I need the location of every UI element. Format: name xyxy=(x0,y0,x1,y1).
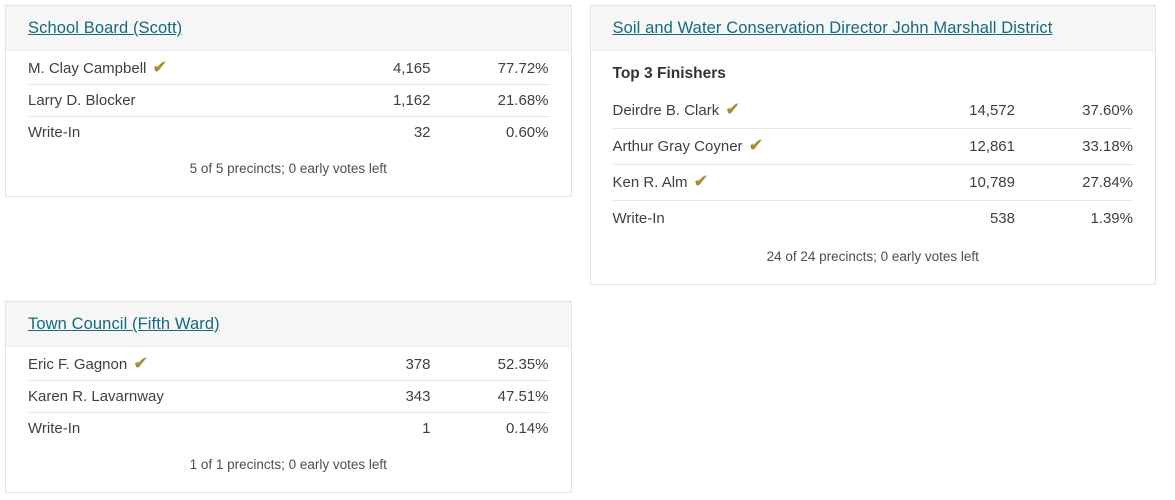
vote-count: 1 xyxy=(422,420,431,437)
candidate-name-cell: Ken R. Alm ✔ xyxy=(612,172,896,191)
candidate-name: Deirdre B. Clark xyxy=(612,102,720,119)
vote-count: 10,789 xyxy=(969,174,1015,191)
vote-count: 378 xyxy=(405,356,431,373)
candidate-row: Ken R. Alm ✔ 10,789 27.84% xyxy=(612,165,1133,201)
vote-count: 4,165 xyxy=(392,60,431,77)
contest-results: Top 3 Finishers Deirdre B. Clark ✔ 14,57… xyxy=(591,51,1156,284)
contest-title-link[interactable]: Town Council (Fifth Ward) xyxy=(28,315,220,333)
contest-card-town-council: Town Council (Fifth Ward) Eric F. Gagnon… xyxy=(5,301,572,493)
vote-count: 32 xyxy=(413,124,431,141)
candidate-name-cell: Karen R. Lavarnway xyxy=(28,388,311,405)
precincts-status: 24 of 24 precincts; 0 early votes left xyxy=(766,249,979,264)
candidate-name-cell: M. Clay Campbell ✔ xyxy=(28,58,311,77)
candidate-name: Ken R. Alm xyxy=(612,174,688,191)
candidate-name: Eric F. Gagnon xyxy=(28,356,128,373)
vote-count: 14,572 xyxy=(969,102,1015,119)
candidate-row: Deirdre B. Clark ✔ 14,572 37.60% xyxy=(612,93,1133,129)
candidate-name: Write-In xyxy=(612,210,665,227)
candidate-row: Arthur Gray Coyner ✔ 12,861 33.18% xyxy=(612,129,1133,165)
candidate-name: Write-In xyxy=(28,420,81,437)
contest-results: Eric F. Gagnon ✔ 378 52.35% Karen R. Lav… xyxy=(6,347,571,492)
vote-percent: 21.68% xyxy=(497,92,549,109)
candidate-name-cell: Write-In xyxy=(28,420,311,437)
contest-header: Town Council (Fifth Ward) xyxy=(6,302,571,347)
candidate-name-cell: Larry D. Blocker xyxy=(28,92,311,109)
candidate-row: Write-In 538 1.39% xyxy=(613,201,1134,236)
candidate-row: Write-In 32 0.60% xyxy=(28,117,549,148)
candidate-name: Larry D. Blocker xyxy=(28,92,136,109)
candidate-name: Karen R. Lavarnway xyxy=(28,388,164,405)
vote-percent: 27.84% xyxy=(1082,174,1133,191)
precincts-status: 5 of 5 precincts; 0 early votes left xyxy=(189,161,387,176)
vote-percent: 0.14% xyxy=(505,420,549,437)
contest-title-link[interactable]: Soil and Water Conservation Director Joh… xyxy=(612,19,1053,37)
contest-header: Soil and Water Conservation Director Joh… xyxy=(590,6,1155,51)
vote-count: 12,861 xyxy=(969,138,1015,155)
winner-check-icon: ✔ xyxy=(133,354,148,373)
winner-check-icon: ✔ xyxy=(748,136,763,155)
winner-check-icon: ✔ xyxy=(693,172,708,191)
candidate-row: Larry D. Blocker 1,162 21.68% xyxy=(28,85,549,117)
vote-percent: 37.60% xyxy=(1082,102,1133,119)
vote-percent: 47.51% xyxy=(497,388,549,405)
contest-title-link[interactable]: School Board (Scott) xyxy=(28,19,183,37)
candidate-name-cell: Write-In xyxy=(613,210,896,227)
candidate-name: Write-In xyxy=(28,124,81,141)
candidate-name-cell: Deirdre B. Clark ✔ xyxy=(612,100,896,119)
candidate-row: Write-In 1 0.14% xyxy=(28,413,549,444)
top-finishers-label: Top 3 Finishers xyxy=(612,65,726,82)
candidate-row: Eric F. Gagnon ✔ 378 52.35% xyxy=(28,349,549,381)
winner-check-icon: ✔ xyxy=(152,58,167,77)
vote-percent: 1.39% xyxy=(1090,210,1133,227)
candidate-name: M. Clay Campbell xyxy=(28,60,147,77)
candidate-name-cell: Eric F. Gagnon ✔ xyxy=(28,354,311,373)
candidate-name-cell: Arthur Gray Coyner ✔ xyxy=(612,136,896,155)
vote-count: 538 xyxy=(989,210,1015,227)
contest-card-soil-water: Soil and Water Conservation Director Joh… xyxy=(589,5,1156,285)
winner-check-icon: ✔ xyxy=(725,100,740,119)
candidate-row: M. Clay Campbell ✔ 4,165 77.72% xyxy=(28,53,549,85)
contest-results: M. Clay Campbell ✔ 4,165 77.72% Larry D.… xyxy=(6,51,571,196)
vote-percent: 77.72% xyxy=(497,60,549,77)
candidate-name: Arthur Gray Coyner xyxy=(612,138,743,155)
vote-count: 1,162 xyxy=(392,92,431,109)
contest-card-school-board: School Board (Scott) M. Clay Campbell ✔ … xyxy=(5,5,572,197)
vote-percent: 0.60% xyxy=(505,124,549,141)
vote-percent: 33.18% xyxy=(1082,138,1133,155)
vote-count: 343 xyxy=(405,388,431,405)
vote-percent: 52.35% xyxy=(497,356,549,373)
candidate-row: Karen R. Lavarnway 343 47.51% xyxy=(28,381,549,413)
contest-header: School Board (Scott) xyxy=(6,6,571,51)
candidate-name-cell: Write-In xyxy=(28,124,311,141)
precincts-status: 1 of 1 precincts; 0 early votes left xyxy=(189,457,387,472)
